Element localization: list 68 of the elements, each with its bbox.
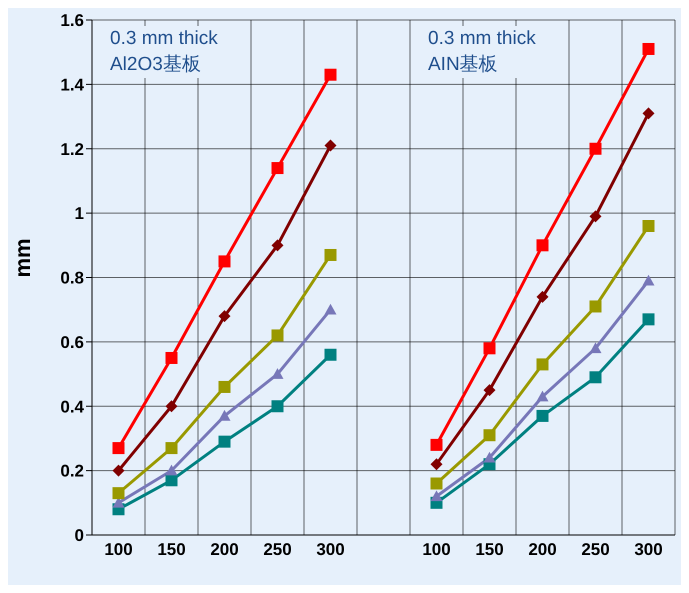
y-tick-label: 0.6: [60, 332, 84, 352]
point: [218, 310, 230, 322]
y-tick-label: 0.8: [60, 268, 84, 288]
point: [590, 300, 602, 312]
x-tick-label: 250: [263, 540, 292, 560]
x-tick-label: 300: [634, 540, 663, 560]
x-tick-label: 200: [210, 540, 239, 560]
point: [166, 352, 178, 364]
x-tick-label: 150: [157, 540, 186, 560]
point: [272, 400, 284, 412]
y-tick-label: 1: [74, 204, 84, 224]
point: [430, 458, 442, 470]
point: [272, 329, 284, 342]
point: [166, 474, 178, 486]
point: [590, 142, 602, 155]
annotation: 0.3 mm thick AIN基板: [424, 26, 540, 78]
point: [642, 220, 654, 232]
point: [324, 68, 336, 81]
point: [484, 342, 496, 354]
point: [166, 442, 178, 454]
point: [272, 239, 284, 252]
point: [590, 342, 602, 354]
point: [536, 390, 548, 402]
point: [484, 384, 496, 396]
x-tick-label: 150: [475, 540, 504, 560]
point: [166, 400, 178, 412]
y-axis-title: mm: [10, 238, 35, 278]
point: [536, 358, 548, 370]
point: [590, 371, 602, 384]
point: [166, 464, 178, 476]
point: [324, 348, 336, 361]
point: [642, 313, 654, 326]
point: [642, 42, 654, 55]
point: [642, 274, 654, 286]
point: [272, 162, 284, 174]
y-tick-label: 1.4: [60, 75, 85, 94]
x-tick-label: 100: [422, 540, 451, 560]
x-tick-label: 250: [581, 540, 610, 560]
point: [484, 429, 496, 442]
point: [590, 210, 602, 222]
point: [430, 490, 442, 502]
point: [218, 436, 230, 448]
point: [218, 410, 230, 421]
x-tick-label: 100: [104, 540, 133, 560]
y-tick-label: 0.2: [60, 462, 84, 481]
y-tick-label: 1.6: [60, 11, 84, 30]
point: [536, 239, 548, 252]
point: [324, 248, 336, 261]
point: [324, 140, 336, 152]
point: [112, 464, 124, 477]
point: [536, 290, 548, 303]
annotation: 0.3 mm thick Al2O3基板: [106, 26, 222, 78]
point: [218, 380, 230, 393]
x-tick-label: 300: [316, 540, 345, 560]
point: [536, 410, 548, 422]
x-tick-label: 200: [528, 540, 557, 560]
y-tick-label: 1.2: [60, 140, 84, 159]
point: [430, 438, 442, 451]
point: [218, 255, 230, 268]
point: [112, 442, 124, 454]
point: [324, 304, 336, 314]
point: [112, 487, 124, 500]
point: [642, 107, 654, 120]
point: [430, 478, 442, 490]
point: [272, 368, 284, 379]
point: [484, 452, 496, 463]
y-tick-label: 0.4: [60, 397, 85, 416]
y-tick-label: 0: [74, 526, 84, 546]
